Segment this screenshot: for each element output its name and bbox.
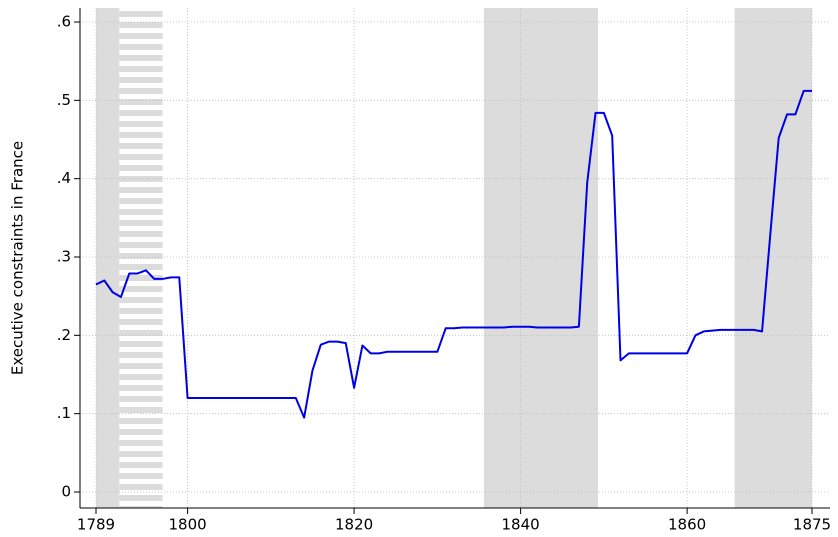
- x-tick-label: 1875: [793, 516, 831, 534]
- y-tick-label: .3: [57, 248, 71, 266]
- y-tick-label: 0: [61, 483, 71, 501]
- y-axis-label: Executive constraints in France: [9, 141, 27, 375]
- y-tick-label: .1: [57, 404, 71, 422]
- shaded-period: [119, 8, 163, 508]
- data-line: [95, 89, 812, 419]
- y-tick-label: .6: [57, 13, 71, 31]
- y-tick-label: .4: [57, 169, 71, 187]
- shaded-period: [734, 8, 812, 508]
- shaded-period: [96, 8, 120, 508]
- x-tick-label: 1860: [668, 516, 706, 534]
- y-tick-label: .5: [57, 91, 71, 109]
- x-tick-label: 1820: [335, 516, 373, 534]
- shaded-period: [483, 8, 599, 508]
- x-tick-label: 1789: [77, 516, 115, 534]
- y-tick-label: .2: [57, 326, 71, 344]
- x-tick-label: 1840: [502, 516, 540, 534]
- x-tick-label: 1800: [168, 516, 206, 534]
